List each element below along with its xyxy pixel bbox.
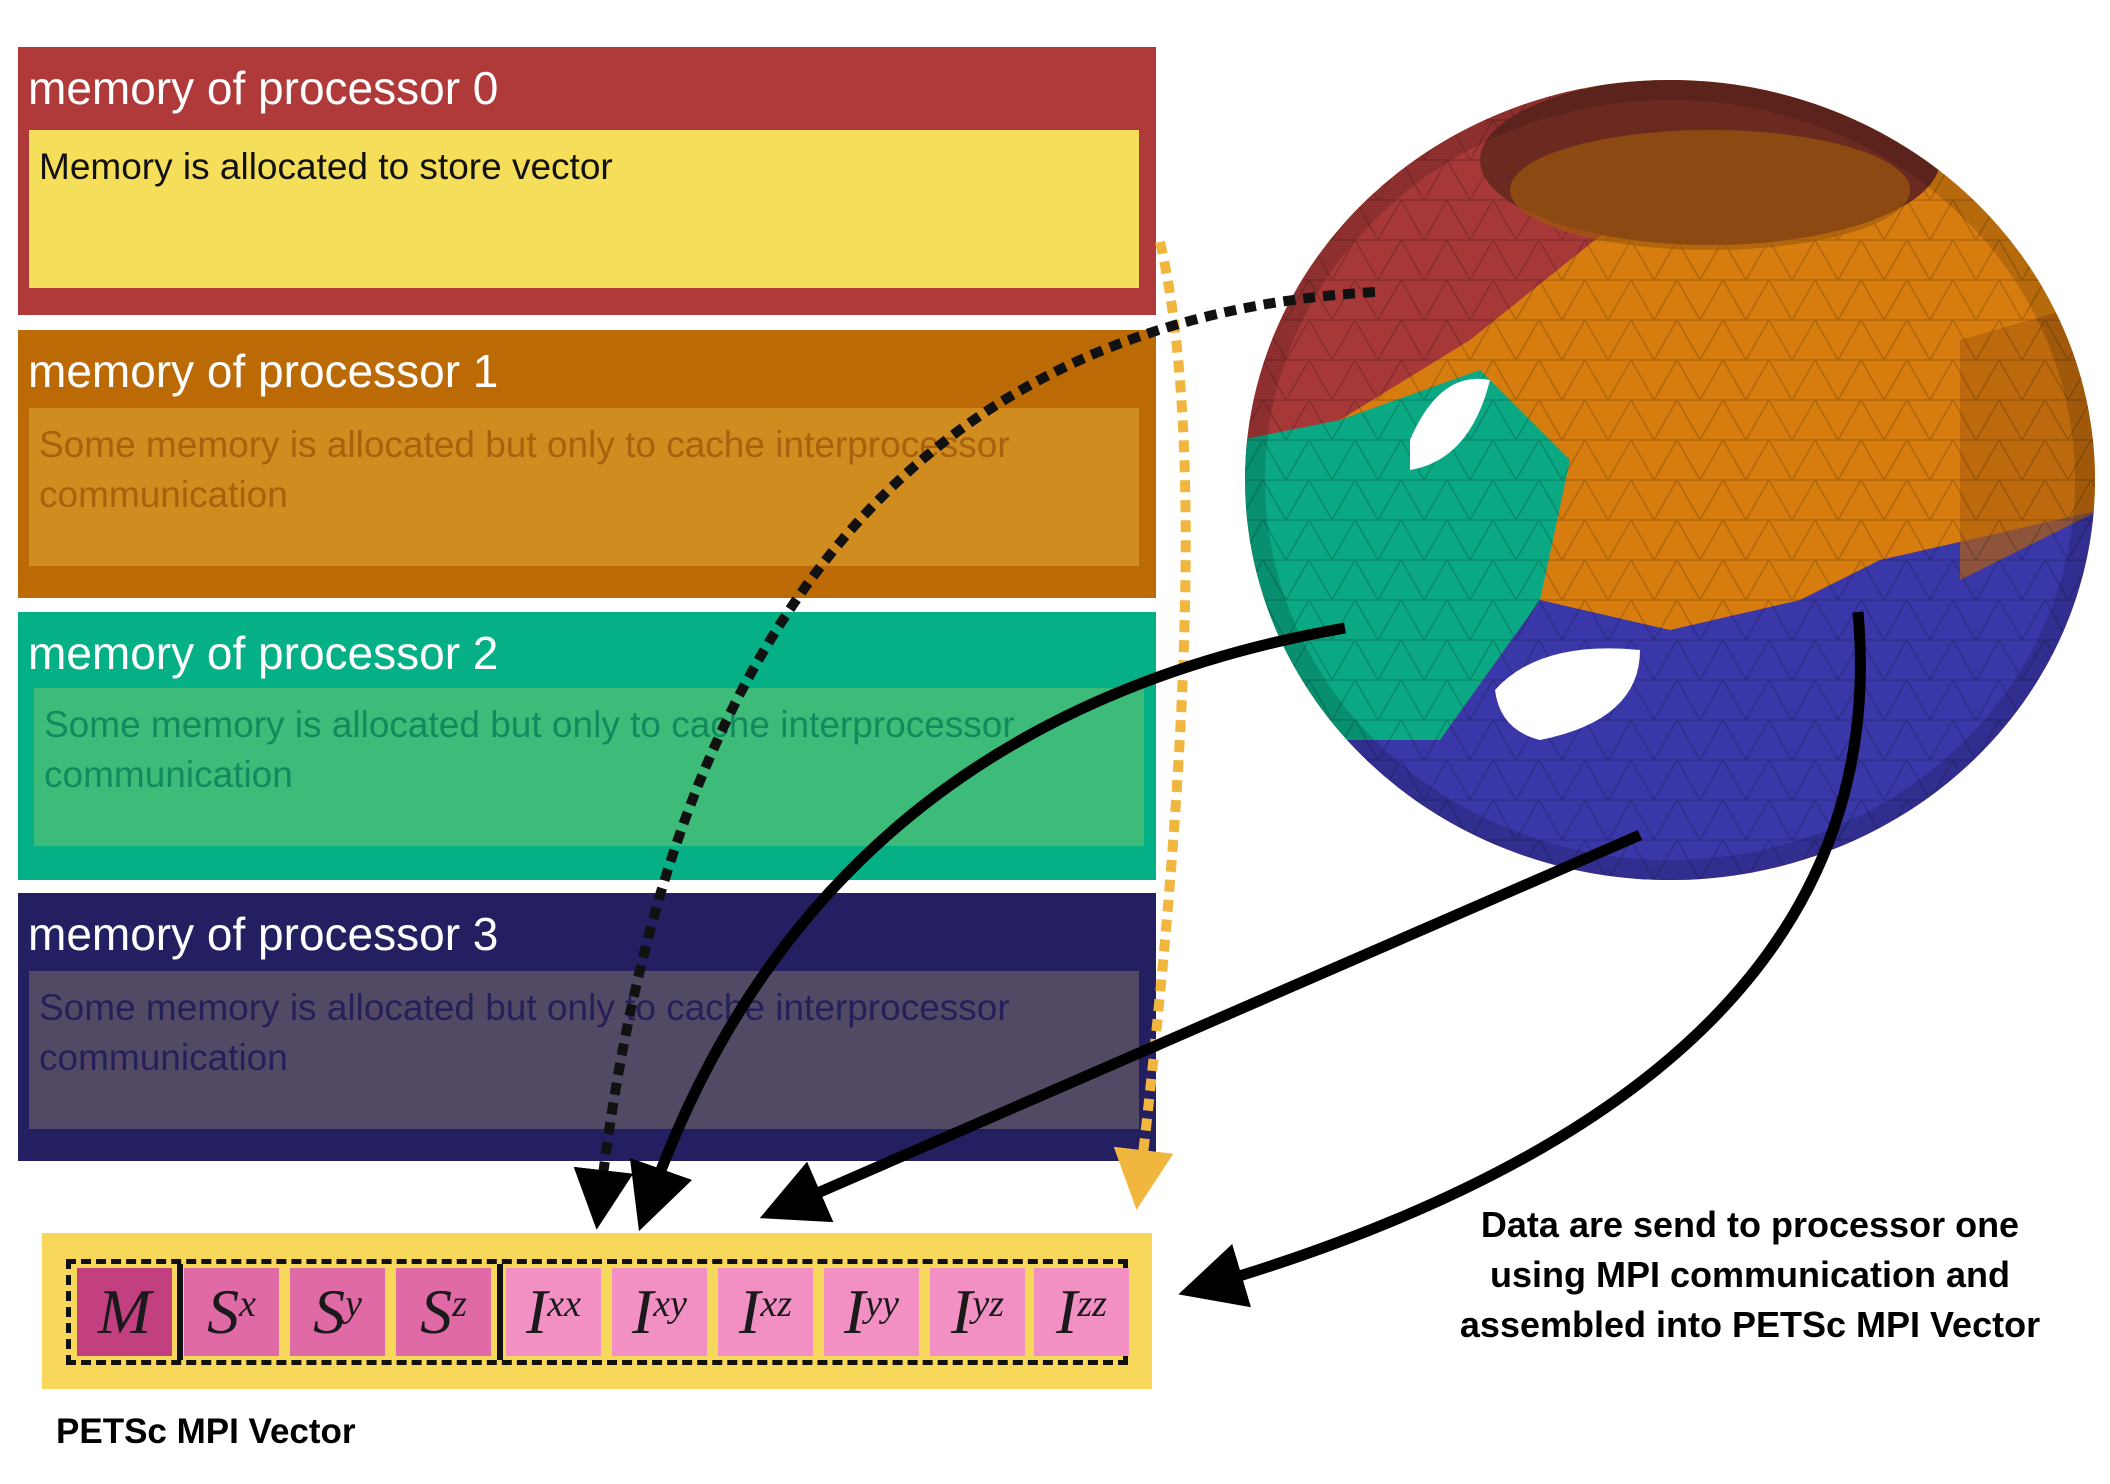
processor-0-inner: Memory is allocated to store vector (29, 130, 1139, 288)
processor-0-text: Memory is allocated to store vector (39, 146, 613, 187)
processor-1-memory: memory of processor 1 Some memory is all… (18, 330, 1156, 598)
processor-0-title: memory of processor 0 (28, 62, 499, 114)
processor-1-inner: Some memory is allocated but only to cac… (29, 408, 1139, 566)
processor-0-memory: memory of processor 0 Memory is allocate… (18, 47, 1156, 315)
hole-upper (1410, 378, 1490, 470)
processor-3-title: memory of processor 3 (28, 908, 499, 960)
vector-cell-m: M (77, 1268, 172, 1356)
note-line-1: Data are send to processor one (1480, 1204, 2020, 1245)
processor-2-title: memory of processor 2 (28, 627, 499, 679)
vector-label: PETSc MPI Vector (56, 1412, 356, 1451)
processor-2-text: Some memory is allocated but only to cac… (44, 704, 1015, 795)
processor-2-inner: Some memory is allocated but only to cac… (34, 688, 1144, 846)
processor-3-inner: Some memory is allocated but only to cac… (29, 971, 1139, 1129)
processor-1-text: Some memory is allocated but only to cac… (39, 424, 1010, 515)
processor-2-memory: memory of processor 2 Some memory is all… (18, 612, 1156, 880)
note-line-2: using MPI communication and (1489, 1254, 2011, 1295)
processor-3-text: Some memory is allocated but only to cac… (39, 987, 1010, 1078)
processor-3-memory: memory of processor 3 Some memory is all… (18, 893, 1156, 1161)
mpi-note: Data are send to processor one using MPI… (1400, 1200, 2100, 1350)
partitioned-mesh-ball (1245, 80, 2095, 880)
spin-group-bracket (177, 1264, 503, 1360)
note-line-3: assembled into PETSc MPI Vector (1459, 1304, 2041, 1345)
processor-1-title: memory of processor 1 (28, 345, 499, 397)
